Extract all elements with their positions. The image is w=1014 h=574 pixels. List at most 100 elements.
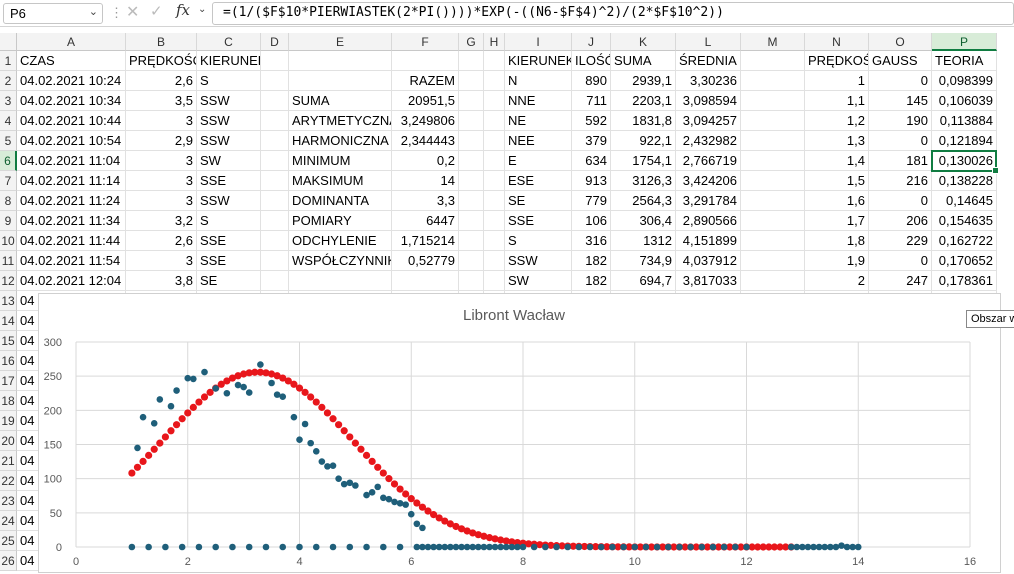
cell-l12[interactable]: 3,817033 xyxy=(676,271,741,291)
cell-h6[interactable] xyxy=(484,151,505,171)
cell-n6[interactable]: 1,4 xyxy=(805,151,869,171)
cell-m7[interactable] xyxy=(741,171,805,191)
cell-l3[interactable]: 3,098594 xyxy=(676,91,741,111)
cancel-icon[interactable]: ✕ xyxy=(126,4,140,21)
cell-k6[interactable]: 1754,1 xyxy=(611,151,676,171)
row-header-16[interactable]: 16 xyxy=(0,351,17,371)
cell-o7[interactable]: 216 xyxy=(869,171,932,191)
cell-k12[interactable]: 694,7 xyxy=(611,271,676,291)
cell-a11[interactable]: 04.02.2021 11:54 xyxy=(17,251,126,271)
column-header-b[interactable]: B xyxy=(126,33,197,51)
cell-b2[interactable]: 2,6 xyxy=(126,71,197,91)
cell-n12[interactable]: 2 xyxy=(805,271,869,291)
row-header-9[interactable]: 9 xyxy=(0,211,17,231)
cell-j11[interactable]: 182 xyxy=(572,251,611,271)
cell-j8[interactable]: 779 xyxy=(572,191,611,211)
cell-g10[interactable] xyxy=(459,231,484,251)
row-header-1[interactable]: 1 xyxy=(0,51,17,71)
cell-g7[interactable] xyxy=(459,171,484,191)
cell-i9[interactable]: SSE xyxy=(505,211,572,231)
insert-function-icon[interactable]: fx xyxy=(176,1,191,19)
cell-o11[interactable]: 0 xyxy=(869,251,932,271)
cell-k5[interactable]: 922,1 xyxy=(611,131,676,151)
cell-l4[interactable]: 3,094257 xyxy=(676,111,741,131)
cell-e10[interactable]: ODCHYLENIE xyxy=(289,231,392,251)
row-header-4[interactable]: 4 xyxy=(0,111,17,131)
cell-g1[interactable] xyxy=(459,51,484,71)
cell-o8[interactable]: 0 xyxy=(869,191,932,211)
cell-f4[interactable]: 3,249806 xyxy=(392,111,459,131)
cell-p5[interactable]: 0,121894 xyxy=(932,131,997,151)
cell-p1[interactable]: TEORIA xyxy=(932,51,997,71)
cell-j6[interactable]: 634 xyxy=(572,151,611,171)
row-header-22[interactable]: 22 xyxy=(0,471,17,491)
cell-a7[interactable]: 04.02.2021 11:14 xyxy=(17,171,126,191)
cell-e8[interactable]: DOMINANTA xyxy=(289,191,392,211)
cell-b1[interactable]: PRĘDKOŚĆ xyxy=(126,51,197,71)
cell-n5[interactable]: 1,3 xyxy=(805,131,869,151)
column-header-o[interactable]: O xyxy=(869,33,932,51)
row-header-20[interactable]: 20 xyxy=(0,431,17,451)
row-header-3[interactable]: 3 xyxy=(0,91,17,111)
cell-g5[interactable] xyxy=(459,131,484,151)
cell-n2[interactable]: 1 xyxy=(805,71,869,91)
cell-o3[interactable]: 145 xyxy=(869,91,932,111)
scatter-chart[interactable]: Libront Wacław 0 2 4 6 8 10 12 14 16 0 50 100 150 200 2… xyxy=(38,293,1001,573)
row-header-24[interactable]: 24 xyxy=(0,511,17,531)
cell-i5[interactable]: NEE xyxy=(505,131,572,151)
cell-j1[interactable]: ILOŚĆ xyxy=(572,51,611,71)
row-header-11[interactable]: 11 xyxy=(0,251,17,271)
column-header-f[interactable]: F xyxy=(392,33,459,51)
cell-e11[interactable]: WSPÓŁCZYNNIK xyxy=(289,251,392,271)
cell-n8[interactable]: 1,6 xyxy=(805,191,869,211)
cell-j7[interactable]: 913 xyxy=(572,171,611,191)
cell-i6[interactable]: E xyxy=(505,151,572,171)
cell-o4[interactable]: 190 xyxy=(869,111,932,131)
cell-j2[interactable]: 890 xyxy=(572,71,611,91)
cell-p3[interactable]: 0,106039 xyxy=(932,91,997,111)
row-header-5[interactable]: 5 xyxy=(0,131,17,151)
cell-k8[interactable]: 2564,3 xyxy=(611,191,676,211)
cell-b7[interactable]: 3 xyxy=(126,171,197,191)
row-header-25[interactable]: 25 xyxy=(0,531,17,551)
chevron-down-icon[interactable]: ⌄ xyxy=(198,4,207,15)
cell-p7[interactable]: 0,138228 xyxy=(932,171,997,191)
cell-i12[interactable]: SW xyxy=(505,271,572,291)
cell-m12[interactable] xyxy=(741,271,805,291)
cell-h10[interactable] xyxy=(484,231,505,251)
cell-a2[interactable]: 04.02.2021 10:24 xyxy=(17,71,126,91)
cell-g8[interactable] xyxy=(459,191,484,211)
row-header-13[interactable]: 13 xyxy=(0,291,17,311)
cell-d4[interactable] xyxy=(261,111,289,131)
cell-d10[interactable] xyxy=(261,231,289,251)
cell-e3[interactable]: SUMA xyxy=(289,91,392,111)
cell-f1[interactable] xyxy=(392,51,459,71)
row-header-17[interactable]: 17 xyxy=(0,371,17,391)
cell-p2[interactable]: 0,098399 xyxy=(932,71,997,91)
cell-i1[interactable]: KIERUNEK xyxy=(505,51,572,71)
cell-c3[interactable]: SSW xyxy=(197,91,261,111)
cell-j10[interactable]: 316 xyxy=(572,231,611,251)
cell-k10[interactable]: 1312 xyxy=(611,231,676,251)
cell-i11[interactable]: SSW xyxy=(505,251,572,271)
cell-o12[interactable]: 247 xyxy=(869,271,932,291)
cell-e6[interactable]: MINIMUM xyxy=(289,151,392,171)
cell-f2[interactable]: RAZEM xyxy=(392,71,459,91)
name-box[interactable]: P6 ⌄ xyxy=(3,3,103,24)
cell-h3[interactable] xyxy=(484,91,505,111)
cell-i8[interactable]: SE xyxy=(505,191,572,211)
cell-m3[interactable] xyxy=(741,91,805,111)
cell-n3[interactable]: 1,1 xyxy=(805,91,869,111)
cell-a3[interactable]: 04.02.2021 10:34 xyxy=(17,91,126,111)
cell-b9[interactable]: 3,2 xyxy=(126,211,197,231)
cell-g2[interactable] xyxy=(459,71,484,91)
cell-h9[interactable] xyxy=(484,211,505,231)
cell-p10[interactable]: 0,162722 xyxy=(932,231,997,251)
cell-o6[interactable]: 181 xyxy=(869,151,932,171)
cell-m5[interactable] xyxy=(741,131,805,151)
cell-a6[interactable]: 04.02.2021 11:04 xyxy=(17,151,126,171)
cell-j5[interactable]: 379 xyxy=(572,131,611,151)
cell-c9[interactable]: S xyxy=(197,211,261,231)
cell-o2[interactable]: 0 xyxy=(869,71,932,91)
cell-l11[interactable]: 4,037912 xyxy=(676,251,741,271)
